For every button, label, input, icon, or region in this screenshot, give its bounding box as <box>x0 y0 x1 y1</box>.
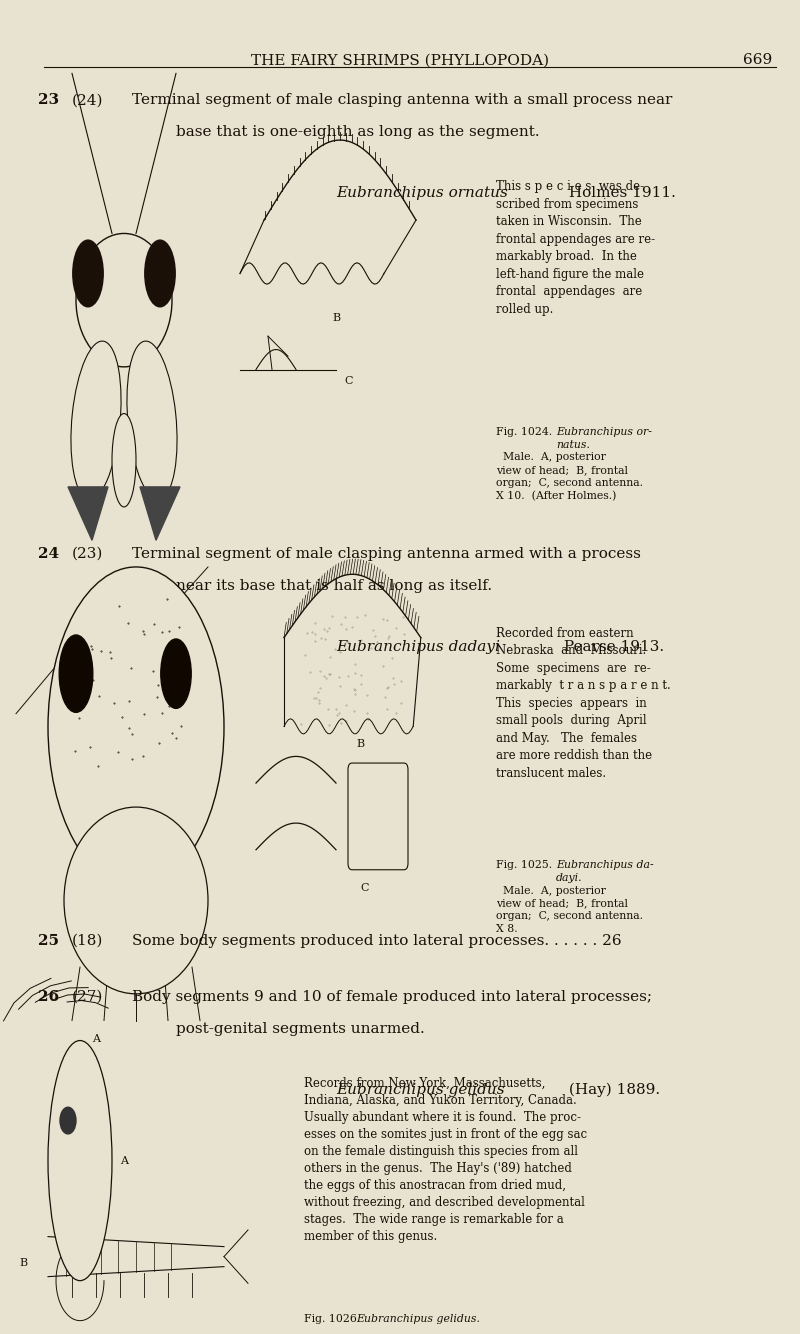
Text: Holmes 1911.: Holmes 1911. <box>564 187 676 200</box>
Text: Eubranchipus dadayi: Eubranchipus dadayi <box>336 640 500 654</box>
Text: Terminal segment of male clasping antenna armed with a process: Terminal segment of male clasping antenn… <box>132 547 641 560</box>
Ellipse shape <box>64 807 208 994</box>
Text: (18): (18) <box>72 934 103 947</box>
Ellipse shape <box>76 233 172 367</box>
FancyBboxPatch shape <box>348 763 408 870</box>
Ellipse shape <box>48 1041 112 1281</box>
Polygon shape <box>140 487 180 540</box>
Text: A: A <box>120 1155 128 1166</box>
Ellipse shape <box>145 240 175 307</box>
Text: near its base that is half as long as itself.: near its base that is half as long as it… <box>176 579 492 592</box>
Ellipse shape <box>161 639 191 708</box>
Text: A: A <box>92 1034 100 1043</box>
Text: Some body segments produced into lateral processes. . . . . . 26: Some body segments produced into lateral… <box>132 934 622 947</box>
Text: (23): (23) <box>72 547 103 560</box>
Ellipse shape <box>71 342 121 499</box>
Polygon shape <box>68 487 108 540</box>
Text: post-genital segments unarmed.: post-genital segments unarmed. <box>176 1022 425 1035</box>
Text: THE FAIRY SHRIMPS (PHYLLOPODA): THE FAIRY SHRIMPS (PHYLLOPODA) <box>251 53 549 67</box>
Text: Terminal segment of male clasping antenna with a small process near: Terminal segment of male clasping antenn… <box>132 93 672 107</box>
Text: This s p e c i e s  was de-
scribed from specimens
taken in Wisconsin.  The
fron: This s p e c i e s was de- scribed from … <box>496 180 655 316</box>
Ellipse shape <box>59 635 93 712</box>
Ellipse shape <box>73 240 103 307</box>
Text: Eubranchipus da-
dayi.: Eubranchipus da- dayi. <box>556 860 654 883</box>
Ellipse shape <box>112 414 136 507</box>
Ellipse shape <box>127 342 177 499</box>
Text: Pearse 1913.: Pearse 1913. <box>558 640 664 654</box>
Text: Eubranchipus ornatus: Eubranchipus ornatus <box>336 187 508 200</box>
Text: Records from New York, Massachusetts,
Indiana, Alaska, and Yukon Territory, Cana: Records from New York, Massachusetts, In… <box>304 1077 587 1242</box>
Text: Eubranchipus gelidus: Eubranchipus gelidus <box>336 1083 505 1097</box>
Text: Male.  A, posterior
view of head;  B, frontal
organ;  C, second antenna.
X 10.  : Male. A, posterior view of head; B, fron… <box>496 452 643 502</box>
Text: 26: 26 <box>38 990 59 1003</box>
Text: Fig. 1024.: Fig. 1024. <box>496 427 559 436</box>
Text: Recorded from eastern
Nebraska  and  Missouri.
Some  specimens  are  re-
markabl: Recorded from eastern Nebraska and Misso… <box>496 627 670 780</box>
Text: Fig. 1026.: Fig. 1026. <box>304 1314 367 1323</box>
Circle shape <box>60 1107 76 1134</box>
Text: C: C <box>360 883 369 892</box>
Text: 24: 24 <box>38 547 59 560</box>
Ellipse shape <box>48 567 224 887</box>
Text: B: B <box>332 313 340 323</box>
Text: C: C <box>344 376 353 386</box>
Text: Fig. 1025.: Fig. 1025. <box>496 860 559 870</box>
Text: (27): (27) <box>72 990 103 1003</box>
Text: A: A <box>104 580 112 590</box>
Text: Eubranchipus or-
natus.: Eubranchipus or- natus. <box>556 427 652 450</box>
Text: 25: 25 <box>38 934 59 947</box>
Text: Male.  A, posterior
view of head;  B, frontal
organ;  C, second antenna.
X 8.: Male. A, posterior view of head; B, fron… <box>496 886 643 934</box>
Text: 669: 669 <box>742 53 772 67</box>
Text: Body segments 9 and 10 of female produced into lateral processes;: Body segments 9 and 10 of female produce… <box>132 990 652 1003</box>
Text: Eubranchipus gelidus.: Eubranchipus gelidus. <box>356 1314 480 1323</box>
Text: 23: 23 <box>38 93 59 107</box>
Text: B: B <box>20 1258 28 1269</box>
Text: (24): (24) <box>72 93 103 107</box>
Text: B: B <box>356 739 364 748</box>
Text: (Hay) 1889.: (Hay) 1889. <box>564 1083 660 1097</box>
Text: base that is one-eighth as long as the segment.: base that is one-eighth as long as the s… <box>176 125 540 139</box>
